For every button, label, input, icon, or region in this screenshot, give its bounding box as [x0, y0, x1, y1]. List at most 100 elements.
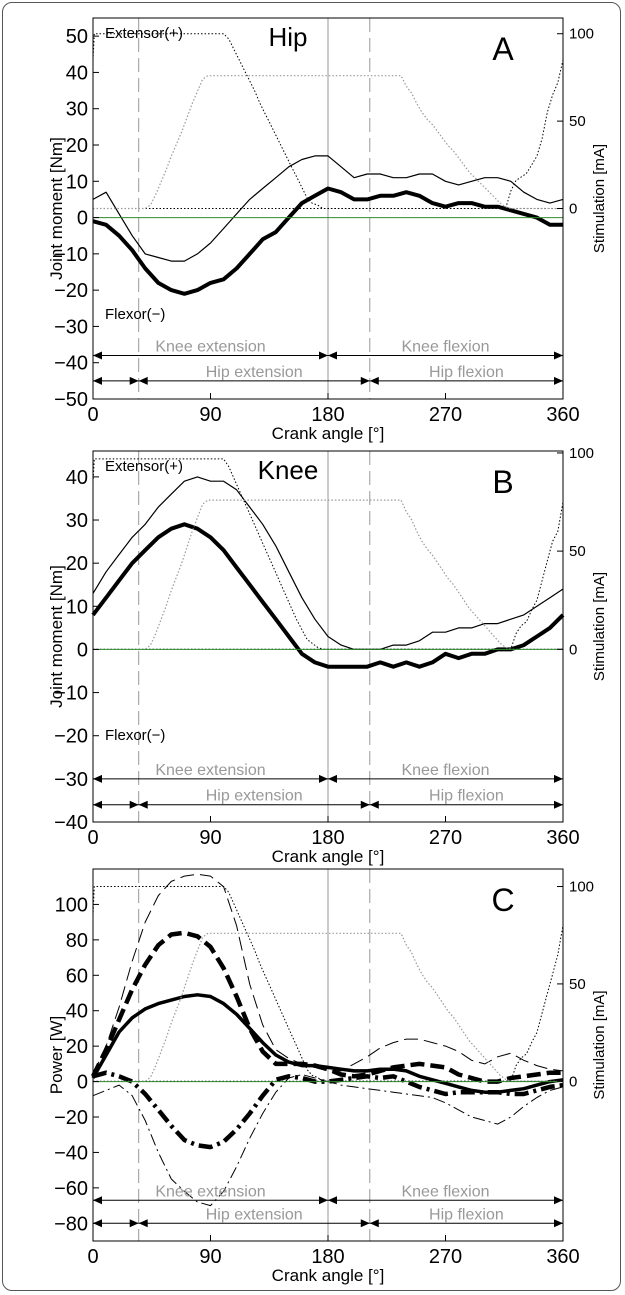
y-tick-label: −20 [54, 726, 88, 748]
x-tick-label: 180 [311, 1246, 344, 1268]
phase-arrowhead [319, 774, 328, 783]
y-tick-label: 40 [66, 62, 88, 84]
phase-arrowhead [319, 351, 328, 360]
y2-tick-label: 100 [569, 26, 594, 43]
phase-arrowhead [328, 774, 337, 783]
phase-label: Knee extension [155, 762, 265, 779]
y-tick-label: 0 [77, 1072, 88, 1094]
panel-letter: B [492, 464, 513, 500]
x-tick-label: 180 [311, 827, 344, 849]
phase-label: Hip flexion [429, 788, 504, 805]
x-tick-label: 270 [429, 827, 462, 849]
phase-label: Knee flexion [401, 338, 489, 355]
y-tick-label: 40 [66, 467, 88, 489]
phase-arrowhead [93, 376, 102, 385]
phase-arrowhead [360, 1219, 370, 1228]
y2-tick-label: 0 [569, 1073, 577, 1090]
phase-arrowhead [328, 351, 337, 360]
x-tick-label: 0 [87, 1246, 98, 1268]
x-tick-label: 90 [199, 827, 221, 849]
x-axis-label: Crank angle [°] [272, 1266, 385, 1285]
y-tick-label: 40 [66, 1001, 88, 1023]
phase-arrowhead [138, 376, 148, 385]
panel-a: Knee extension Knee flexion Hip extension H… [47, 17, 608, 443]
phase-arrowhead [554, 351, 563, 360]
phase-arrowhead [554, 376, 563, 385]
y-tick-label: −10 [54, 244, 88, 266]
x-axis-label: Crank angle [°] [272, 847, 385, 866]
y2-tick-label: 0 [569, 201, 577, 218]
phase-arrowhead [93, 1196, 102, 1205]
phase-arrowhead [319, 1196, 328, 1205]
phase-label: Hip extension [206, 364, 303, 381]
y-tick-label: 60 [66, 965, 88, 987]
extensor-label: Extensor(+) [105, 458, 183, 475]
y-axis-label: Power [W] [47, 1016, 66, 1094]
y-tick-label: −40 [54, 812, 88, 834]
series-0 [91, 993, 564, 1094]
phase-label: Knee flexion [401, 762, 489, 779]
x-tick-label: 90 [199, 1246, 221, 1268]
y-tick-label: 50 [66, 26, 88, 48]
y-tick-label: 30 [66, 510, 88, 532]
y-tick-label: −30 [54, 769, 88, 791]
phase-arrowhead [129, 1219, 139, 1228]
phase-arrowhead [328, 1196, 337, 1205]
y2-tick-label: 50 [569, 976, 586, 993]
y-tick-label: 100 [55, 894, 88, 916]
phase-arrowhead [93, 800, 102, 809]
phase-label: Hip extension [206, 1206, 303, 1223]
x-tick-label: 0 [87, 404, 98, 426]
x-tick-label: 360 [546, 1246, 579, 1268]
x-tick-label: 360 [546, 404, 579, 426]
y-tick-label: −40 [54, 1142, 88, 1164]
stimulation-series-3 [93, 59, 564, 209]
y-tick-label: 10 [66, 171, 88, 193]
x-tick-label: 90 [199, 404, 221, 426]
y-tick-label: −80 [54, 1213, 88, 1235]
y-tick-label: 30 [66, 99, 88, 121]
y2-tick-label: 100 [569, 879, 594, 896]
y-tick-label: −40 [54, 353, 88, 375]
phase-arrowhead [129, 800, 139, 809]
series-1 [90, 930, 563, 1084]
phase-arrowhead [554, 774, 563, 783]
phase-arrowhead [369, 1219, 379, 1228]
panel-letter: C [491, 882, 514, 918]
y2-axis-label: Stimulation [mA] [591, 572, 608, 681]
x-tick-label: 270 [429, 1246, 462, 1268]
y2-tick-label: 0 [569, 641, 577, 658]
phase-arrowhead [93, 351, 102, 360]
y-tick-label: −30 [54, 316, 88, 338]
y-tick-label: −20 [54, 280, 88, 302]
phase-label: Hip flexion [429, 1206, 504, 1223]
stimulation-series-4 [93, 75, 563, 210]
series-0 [92, 476, 564, 651]
series-1 [91, 522, 565, 669]
phase-label: Hip flexion [429, 364, 504, 381]
series-0 [92, 155, 564, 262]
panel-c: Knee extension Knee flexion Hip extension H… [47, 868, 608, 1285]
extensor-label: Extensor(+) [105, 25, 183, 42]
phase-arrowhead [360, 800, 370, 809]
x-tick-label: 0 [87, 827, 98, 849]
x-tick-label: 270 [429, 404, 462, 426]
phase-arrowhead [554, 1196, 563, 1205]
y-tick-label: −10 [54, 683, 88, 705]
panel-title: Hip [268, 22, 307, 52]
y2-tick-label: 100 [569, 445, 594, 462]
y-tick-label: 80 [66, 930, 88, 952]
phase-label: Knee flexion [401, 1183, 489, 1200]
y-tick-label: 20 [66, 135, 88, 157]
phase-label: Knee extension [155, 1183, 265, 1200]
y-tick-label: −50 [54, 389, 88, 411]
phase-label: Knee extension [155, 338, 265, 355]
x-tick-label: 180 [311, 404, 344, 426]
y2-axis-label: Stimulation [mA] [591, 990, 608, 1099]
x-axis-label: Crank angle [°] [272, 424, 385, 443]
y-tick-label: 0 [77, 208, 88, 230]
panel-b: Knee extension Knee flexion Hip extension H… [47, 445, 608, 866]
phase-arrowhead [554, 1219, 563, 1228]
